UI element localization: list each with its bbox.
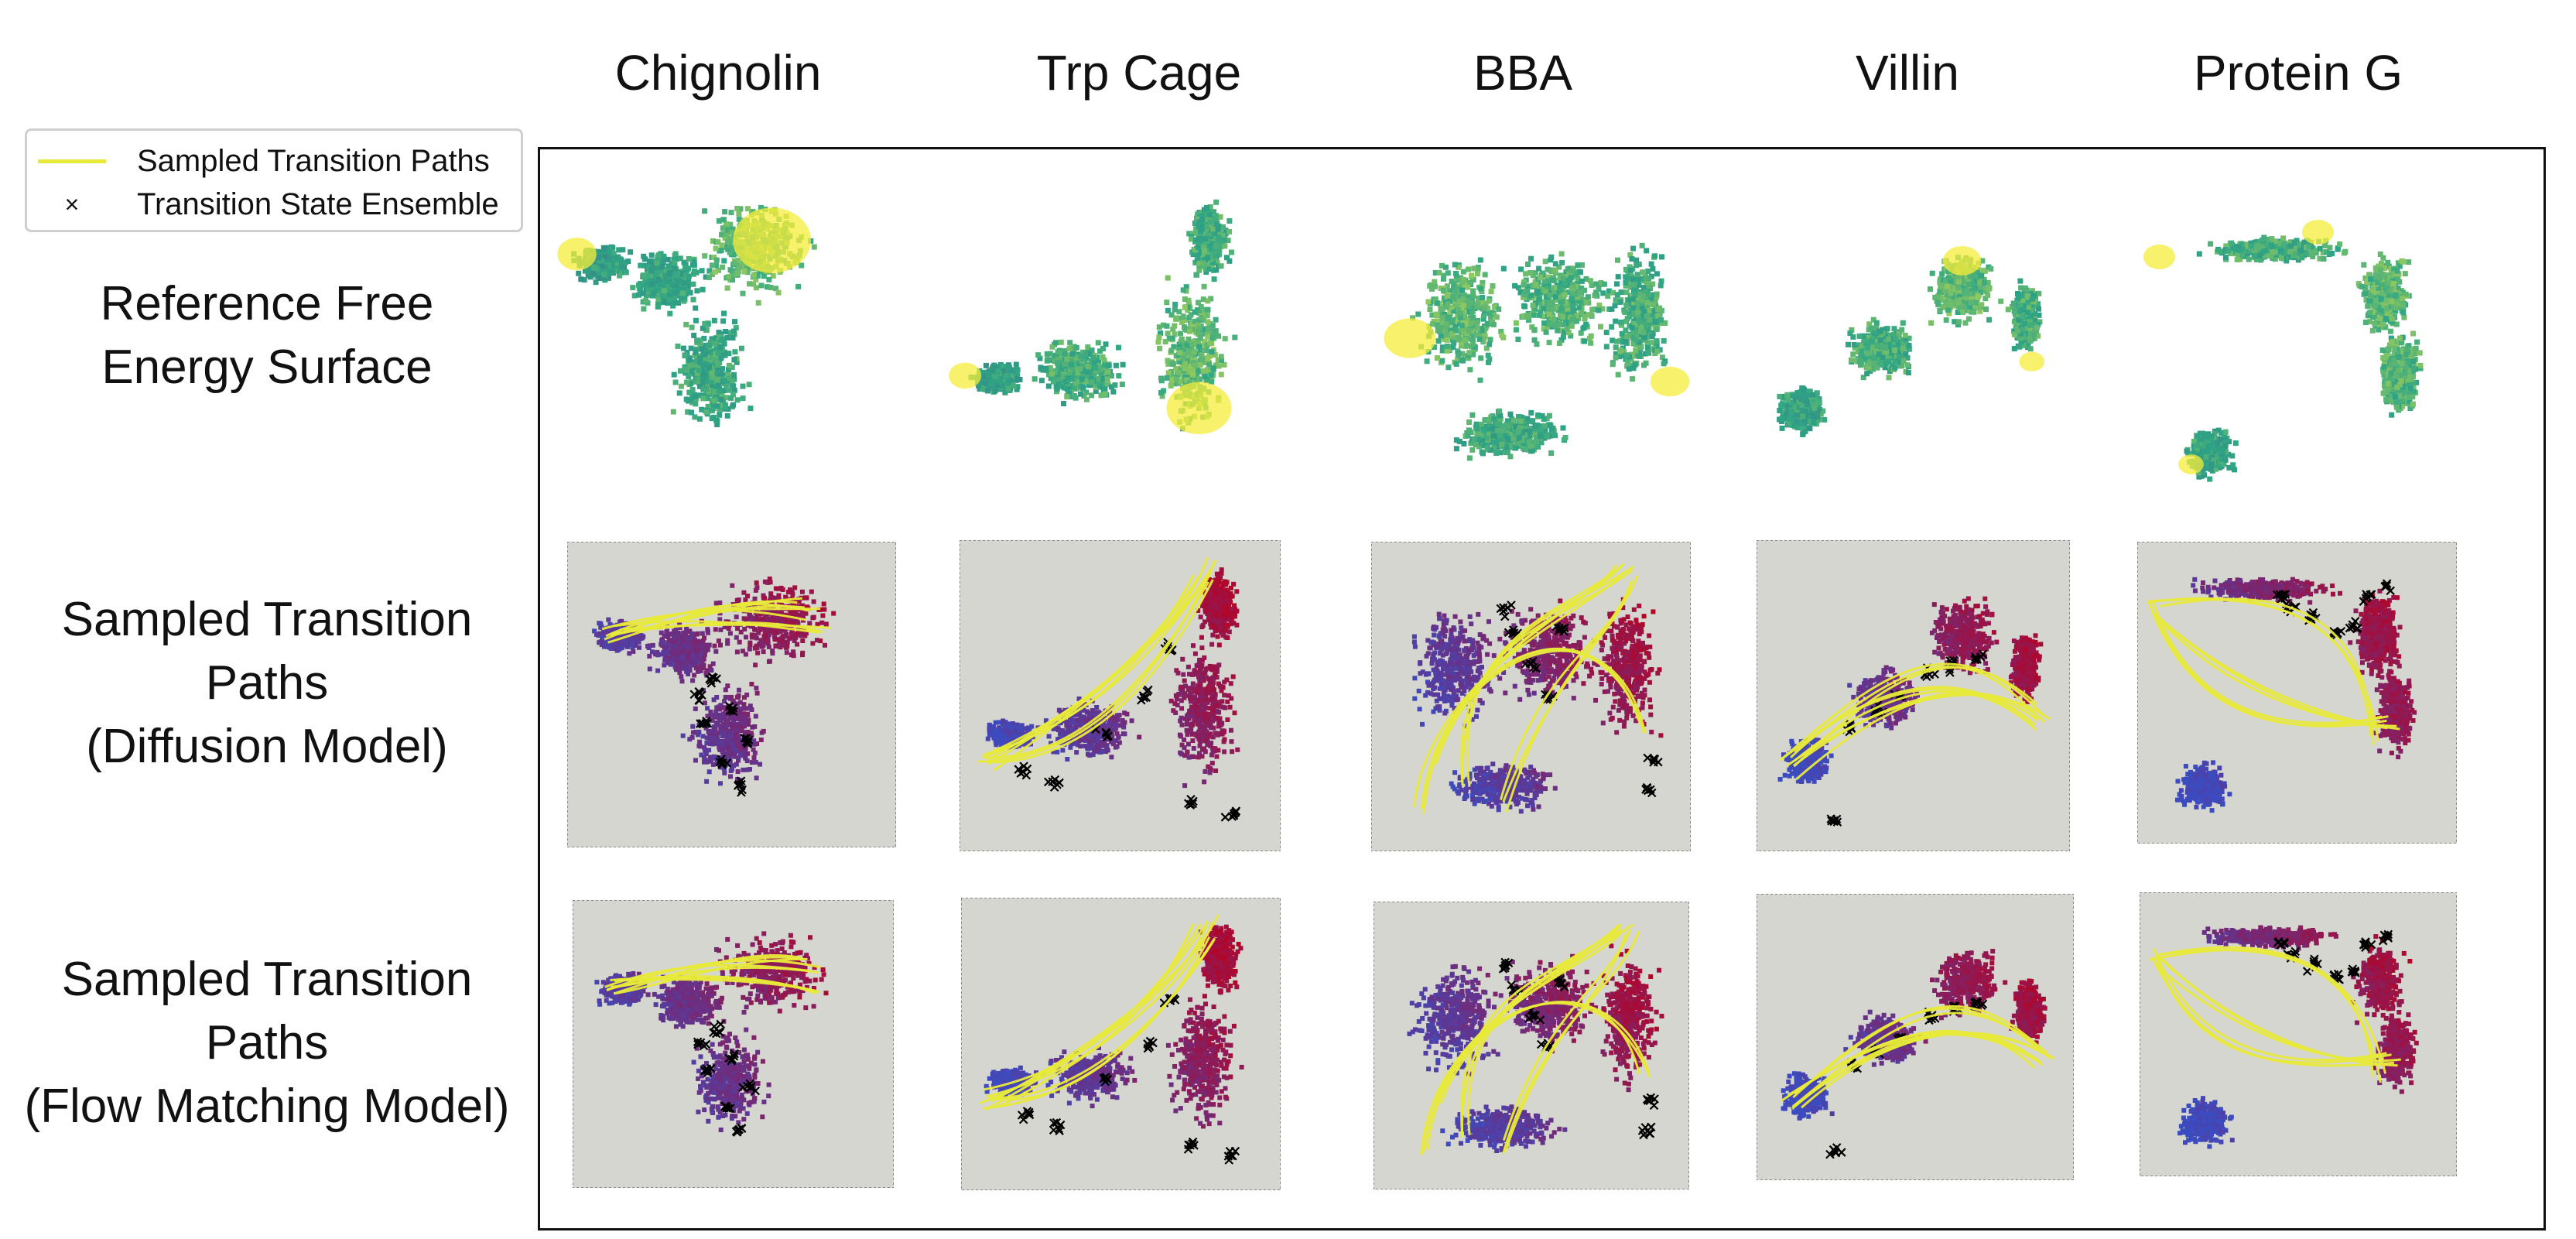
panel-diffusion-bba (1371, 542, 1691, 851)
transition-paths (2147, 597, 2400, 746)
transition-state-markers (1017, 994, 1240, 1165)
panel-reference-villin (1777, 245, 2045, 437)
row-title-line: (Diffusion Model) (0, 715, 534, 779)
panel-flow-matching-trp-cage (961, 898, 1281, 1190)
column-title-chignolin: Chignolin (556, 48, 881, 98)
panel-diffusion-chignolin (567, 542, 896, 847)
fes-minimum (557, 238, 597, 271)
x-marker-icon: × (38, 190, 106, 219)
fes-minimum (1650, 366, 1690, 397)
transition-paths (1420, 923, 1651, 1155)
row-title-line: Energy Surface (0, 336, 534, 399)
legend-label-paths: Sampled Transition Paths (137, 144, 490, 179)
column-title-protein-g: Protein G (2136, 48, 2461, 98)
scatter-points (1410, 242, 1668, 461)
fes-minimum (2143, 245, 2175, 269)
transition-state-markers (689, 673, 754, 797)
fes-minimum (733, 207, 811, 273)
column-title-bba: BBA (1360, 48, 1685, 98)
panel-flow-matching-villin (1757, 894, 2074, 1180)
panel-reference-protein-g (2143, 220, 2424, 482)
transition-state-markers (2272, 579, 2395, 640)
transition-state-markers (693, 1019, 761, 1137)
panel-flow-matching-chignolin (573, 900, 894, 1188)
panel-diffusion-villin (1757, 540, 2070, 851)
transition-paths (1781, 1005, 2055, 1110)
panel-diffusion-trp-cage (960, 540, 1281, 851)
scatter-points (2175, 577, 2417, 813)
panel-reference-chignolin (557, 204, 817, 428)
plot-background (573, 900, 894, 1188)
transition-paths (1412, 563, 1647, 814)
transition-state-markers (1498, 957, 1659, 1140)
row-title-diffusion: Sampled Transition Paths (Diffusion Mode… (0, 588, 534, 778)
legend-item-paths: Sampled Transition Paths (27, 142, 490, 180)
row-title-flow-matching: Sampled Transition Paths (Flow Matching … (0, 948, 534, 1138)
row-title-reference-fes: Reference Free Energy Surface (0, 272, 534, 399)
figure-frame (538, 147, 2546, 1230)
row-title-line: Reference Free (0, 272, 534, 336)
legend-item-tse: × Transition State Ensemble (27, 185, 499, 224)
panel-reference-trp-cage (949, 199, 1238, 434)
scatter-points (2184, 234, 2424, 482)
transition-state-markers (2273, 929, 2393, 984)
fes-minimum (1166, 382, 1232, 434)
fes-minimum (1943, 245, 1982, 276)
row-title-line: Paths (0, 652, 534, 715)
column-title-trp-cage: Trp Cage (977, 48, 1302, 98)
panel-flow-matching-bba (1374, 902, 1689, 1189)
scatter-points (984, 924, 1244, 1129)
scatter-points (1777, 255, 2043, 437)
scatter-points (2177, 925, 2419, 1149)
transition-paths (2149, 946, 2401, 1083)
row-title-line: Paths (0, 1011, 534, 1075)
legend: Sampled Transition Paths × Transition St… (25, 128, 523, 232)
fes-minimum (2019, 351, 2045, 371)
fes-minimum (2302, 220, 2334, 245)
fes-minimum (949, 362, 982, 389)
panel-reference-bba (1384, 242, 1690, 461)
panel-flow-matching-protein-g (2140, 892, 2457, 1176)
transition-paths (979, 914, 1220, 1111)
fes-minimum (2178, 454, 2204, 474)
column-title-villin: Villin (1745, 48, 2070, 98)
transition-paths (1779, 662, 2051, 781)
transition-paths (604, 953, 821, 995)
plot-background (567, 542, 896, 847)
transition-paths (977, 557, 1217, 772)
row-title-line: (Flow Matching Model) (0, 1075, 534, 1138)
transition-paths (601, 597, 830, 644)
row-title-line: Sampled Transition (0, 588, 534, 652)
path-line-icon (38, 159, 106, 163)
row-title-line: Sampled Transition (0, 948, 534, 1011)
panel-diffusion-protein-g (2137, 542, 2457, 844)
legend-label-tse: Transition State Ensemble (137, 187, 499, 222)
fes-minimum (1384, 318, 1436, 358)
